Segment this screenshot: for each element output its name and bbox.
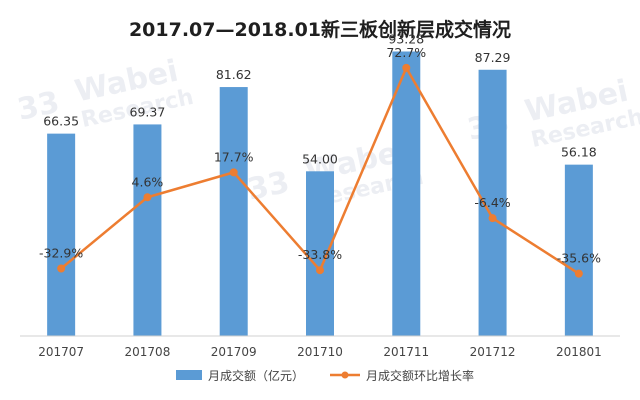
- bar-value-label: 54.00: [302, 151, 338, 166]
- bar: [306, 171, 334, 336]
- legend-line-label: 月成交额环比增长率: [366, 368, 474, 383]
- legend-bar-label: 月成交额（亿元）: [208, 368, 304, 383]
- bar-value-labels: 66.35 69.37 81.62 54.00 93.28 87.29 56.18: [43, 31, 597, 166]
- legend-line-marker: [341, 371, 349, 379]
- x-tick-label: 201707: [38, 345, 84, 359]
- bar-series: [47, 51, 593, 337]
- line-value-label: 4.6%: [132, 174, 164, 189]
- x-tick-label: 201708: [125, 345, 171, 359]
- x-tick-label: 201801: [556, 345, 602, 359]
- legend: 月成交额（亿元） 月成交额环比增长率: [176, 368, 474, 383]
- line-value-label: -33.8%: [298, 247, 342, 262]
- line-value-label: -32.9%: [39, 246, 83, 261]
- x-tick-label: 201712: [470, 345, 516, 359]
- watermark-logo: 33: [244, 165, 292, 208]
- x-tick-label: 201711: [383, 345, 429, 359]
- bar-value-label: 66.35: [43, 114, 79, 129]
- bar-value-label: 93.28: [388, 31, 424, 46]
- line-point: [229, 168, 238, 177]
- legend-bar-swatch: [176, 370, 202, 380]
- line-point: [57, 264, 66, 273]
- line-value-label: -6.4%: [474, 195, 510, 210]
- line-value-label: 17.7%: [214, 149, 254, 164]
- line-value-labels: -32.9% 4.6% 17.7% -33.8% 72.7% -6.4% -35.6%: [39, 45, 601, 266]
- bar-value-label: 81.62: [216, 67, 252, 82]
- x-tick-labels: 201707 201708 201709 201710 201711 201712 2018…: [38, 345, 602, 359]
- line-point: [574, 269, 583, 278]
- chart-title: 2017.07—2018.01新三板创新层成交情况: [129, 18, 511, 41]
- bar: [47, 133, 76, 336]
- line-series: [57, 63, 583, 278]
- bar: [133, 124, 162, 336]
- line-point: [488, 214, 497, 223]
- line-point: [402, 63, 411, 72]
- bar: [564, 164, 593, 336]
- line-value-label: -35.6%: [557, 251, 601, 266]
- line-point: [316, 266, 324, 275]
- bar-value-label: 69.37: [130, 104, 166, 119]
- bar: [219, 87, 248, 337]
- bar-value-label: 56.18: [561, 145, 597, 160]
- bar: [392, 51, 421, 336]
- line-value-label: 72.7%: [386, 45, 426, 60]
- x-tick-label: 201710: [297, 345, 343, 359]
- watermark-logo: 33: [14, 85, 62, 128]
- x-tick-label: 201709: [211, 345, 257, 359]
- line-point: [143, 193, 152, 202]
- bar-value-label: 87.29: [475, 50, 511, 65]
